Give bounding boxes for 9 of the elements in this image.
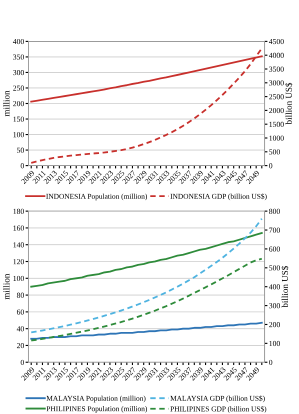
line-series	[30, 218, 263, 334]
line-series	[30, 322, 263, 340]
y-axis-title: million	[3, 90, 10, 116]
line-series	[30, 47, 263, 164]
line-series	[30, 258, 263, 342]
line-series	[30, 232, 263, 288]
y2-axis-title: billion US$	[285, 82, 292, 124]
y2-axis-title: billion US$	[281, 266, 289, 308]
y-axis-title: million	[3, 274, 10, 300]
